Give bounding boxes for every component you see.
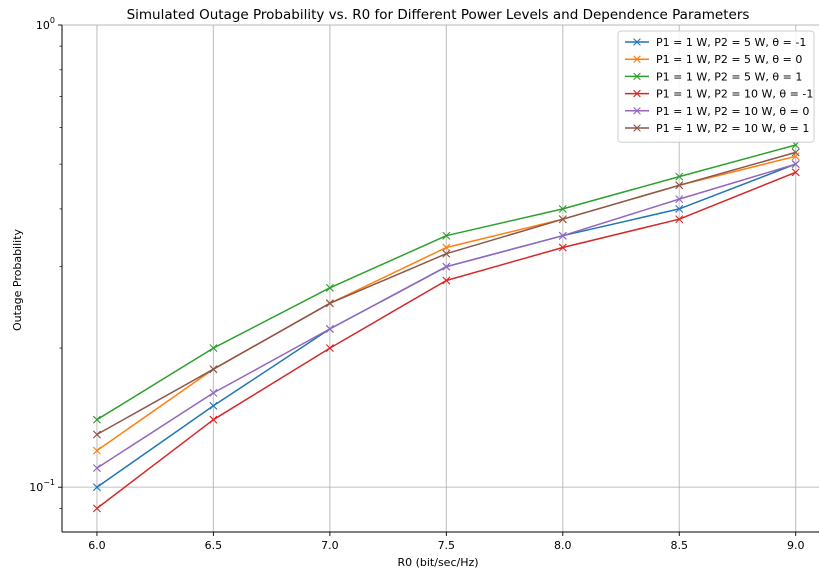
data-point [675,181,684,190]
x-tick-label: 6.5 [205,539,223,552]
data-point [675,195,684,204]
data-point [325,299,334,308]
plot-series [92,141,800,513]
legend-label: P1 = 1 W, P2 = 5 W, θ = -1 [656,36,806,49]
data-point [791,160,800,169]
data-point [92,464,101,473]
data-point [442,231,451,240]
x-tick-label: 7.0 [321,539,339,552]
legend-marker [633,38,641,46]
data-point [442,243,451,252]
data-point [675,172,684,181]
data-point [791,168,800,177]
chart-title: Simulated Outage Probability vs. R0 for … [127,7,750,23]
data-point [675,215,684,224]
data-point [791,148,800,157]
data-point [92,483,101,492]
data-point [442,276,451,285]
x-axis-label: R0 (bit/sec/Hz) [397,556,478,569]
legend: P1 = 1 W, P2 = 5 W, θ = -1 P1 = 1 W, P2 =… [617,30,815,143]
data-point [442,249,451,258]
data-point [675,204,684,213]
legend-marker [633,107,641,115]
data-point [92,430,101,439]
legend-label: P1 = 1 W, P2 = 5 W, θ = 0 [656,53,802,66]
data-point [92,504,101,513]
data-point [558,204,567,213]
legend-marker [633,55,641,63]
data-point [209,344,218,353]
data-point [209,415,218,424]
y-tick-label: 10−1 [29,478,55,494]
data-point [325,344,334,353]
x-tick-label: 8.0 [554,539,572,552]
legend-marker [633,72,641,81]
legend-marker [633,124,641,132]
data-point [209,401,218,410]
x-tick-label: 8.5 [670,539,688,552]
x-tick-label: 6.0 [88,539,106,552]
data-point [325,324,334,333]
data-point [92,446,101,455]
data-point [209,365,218,374]
data-point [325,283,334,292]
axes: 6.0 6.5 7.0 7.5 8.0 8.5 9.0 100 10−1 [29,16,819,552]
data-point [558,243,567,252]
y-axis-label: Outage Probability [11,228,24,331]
data-point [209,388,218,397]
data-point [92,415,101,424]
data-point [791,152,800,161]
legend-box [617,30,815,143]
data-point [558,215,567,224]
legend-label: P1 = 1 W, P2 = 10 W, θ = -1 [656,88,813,101]
legend-marker [633,89,641,98]
legend-label: P1 = 1 W, P2 = 10 W, θ = 0 [656,105,809,118]
data-point [442,262,451,271]
legend-label: P1 = 1 W, P2 = 10 W, θ = 1 [656,122,809,135]
legend-label: P1 = 1 W, P2 = 5 W, θ = 1 [656,70,802,83]
x-tick-label: 9.0 [787,539,805,552]
data-point [558,231,567,240]
y-tick-label: 100 [36,16,55,32]
x-tick-label: 7.5 [438,539,456,552]
